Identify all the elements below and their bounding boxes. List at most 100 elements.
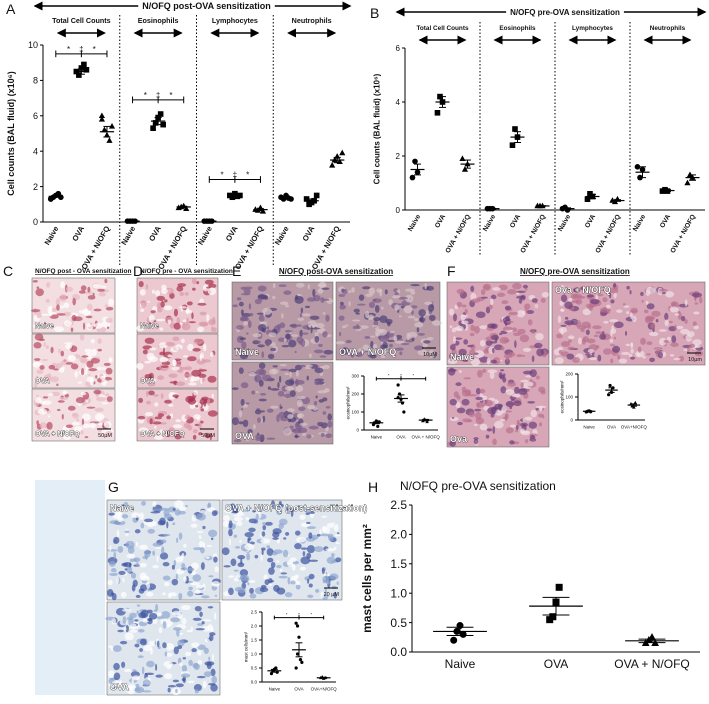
tissue-texture [296, 399, 303, 407]
tissue-texture [112, 645, 122, 653]
tissue-texture [283, 537, 287, 540]
tissue-texture [474, 350, 485, 358]
tissue-texture [290, 509, 294, 518]
tissue-texture [317, 390, 327, 394]
tissue-texture [202, 525, 206, 530]
tissue-texture [322, 364, 330, 370]
tissue-texture [518, 298, 523, 304]
tissue-texture [169, 381, 179, 384]
tissue-texture [105, 306, 114, 311]
tissue-texture [356, 303, 366, 306]
tissue-texture [162, 575, 171, 581]
tissue-texture [123, 627, 127, 631]
tissue-texture [471, 298, 481, 303]
tissue-texture [95, 396, 106, 402]
tissue-texture [490, 298, 494, 306]
tissue-texture [164, 581, 170, 587]
tissue-texture [622, 303, 626, 306]
tissue-texture [266, 545, 271, 549]
tissue-texture [202, 625, 210, 632]
tissue-texture [147, 378, 157, 383]
tissue-texture [640, 337, 646, 345]
tissue-texture [181, 678, 186, 682]
tissue-texture [297, 413, 302, 419]
data-point [684, 179, 691, 186]
tissue-texture [111, 592, 114, 596]
tissue-texture [231, 417, 239, 426]
tissue-texture [192, 347, 201, 352]
tissue-texture [50, 376, 59, 383]
tissue-texture [463, 377, 471, 380]
tissue-texture [297, 317, 304, 321]
section-label: Total Cell Counts [416, 25, 469, 32]
tissue-texture [302, 332, 309, 335]
data-point [396, 383, 400, 387]
tissue-texture [460, 315, 469, 318]
tissue-texture [312, 288, 316, 297]
tissue-texture [243, 321, 248, 326]
tissue-texture [213, 556, 218, 563]
tissue-texture [322, 397, 328, 402]
tissue-texture [288, 368, 298, 373]
tissue-texture [285, 379, 295, 386]
tissue-texture [139, 648, 143, 652]
tissue-texture [649, 357, 656, 363]
tissue-texture [148, 356, 158, 363]
tissue-texture [35, 394, 39, 397]
tissue-texture [233, 577, 239, 582]
tissue-texture [197, 644, 206, 650]
tissue-texture [174, 509, 181, 516]
tissue-texture [185, 651, 192, 657]
tissue-texture [94, 407, 104, 412]
tissue-texture [512, 394, 521, 398]
tissue-texture [77, 381, 83, 384]
tissue-texture [280, 301, 289, 305]
tissue-texture [502, 326, 513, 331]
tissue-texture [191, 648, 197, 653]
tissue-texture [306, 552, 312, 559]
section-label: Neutrophils [650, 25, 686, 32]
tissue-texture [327, 420, 333, 428]
tissue-texture [36, 369, 44, 375]
tissue-texture [692, 321, 697, 327]
tissue-texture [206, 314, 210, 322]
tissue-texture [81, 355, 89, 358]
tissue-texture [319, 422, 324, 425]
tissue-texture [240, 398, 245, 406]
tissue-texture [400, 342, 410, 346]
tissue-texture [167, 319, 172, 324]
tissue-texture [580, 286, 586, 291]
tissue-texture [123, 668, 133, 673]
tissue-texture [168, 592, 178, 597]
tissue-texture [393, 335, 398, 342]
chart-title: N/OFQ post-OVA sensitization [142, 1, 271, 11]
tissue-texture [109, 572, 118, 577]
tissue-texture [124, 632, 134, 641]
tissue-texture [449, 440, 457, 447]
tissue-texture [53, 368, 60, 371]
tissue-texture [671, 335, 677, 343]
tissue-texture [299, 329, 303, 337]
tissue-texture [298, 341, 303, 345]
tissue-texture [210, 537, 214, 541]
inset-background [552, 367, 705, 447]
tissue-texture [188, 395, 195, 402]
x-tick-label: OVA [294, 687, 303, 692]
tissue-texture [270, 405, 279, 409]
tissue-texture [204, 432, 211, 439]
data-point [634, 164, 641, 170]
tissue-texture [126, 553, 136, 559]
panel-letter: G [108, 479, 119, 495]
data-point [509, 142, 516, 148]
tissue-texture [183, 543, 187, 548]
tissue-texture [178, 592, 183, 600]
tissue-texture [228, 587, 234, 596]
tissue-texture [586, 294, 594, 298]
tissue-texture [270, 561, 276, 569]
tissue-texture [470, 358, 481, 366]
tissue-texture [196, 281, 200, 285]
tissue-texture [669, 306, 679, 313]
tissue-texture [295, 282, 305, 288]
y-tick-label: 10 [28, 40, 38, 50]
tissue-texture [262, 307, 272, 315]
